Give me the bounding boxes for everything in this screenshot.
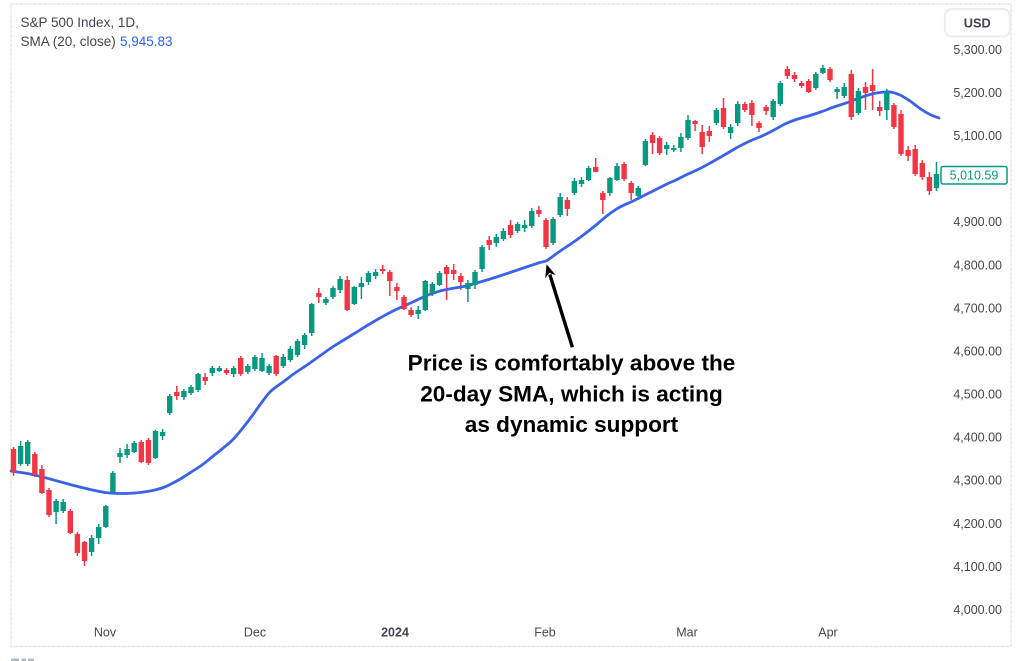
svg-text:4,900.00: 4,900.00 <box>953 215 1002 229</box>
svg-text:Mar: Mar <box>676 626 698 640</box>
svg-text:4,400.00: 4,400.00 <box>953 431 1002 445</box>
svg-text:as dynamic support: as dynamic support <box>465 412 679 437</box>
svg-text:4,100.00: 4,100.00 <box>953 560 1002 574</box>
svg-text:USD: USD <box>964 15 991 30</box>
svg-text:5,945.83: 5,945.83 <box>120 34 173 49</box>
svg-text:4,200.00: 4,200.00 <box>953 517 1002 531</box>
svg-text:Feb: Feb <box>534 626 556 640</box>
svg-text:5,200.00: 5,200.00 <box>953 86 1002 100</box>
svg-text:4,600.00: 4,600.00 <box>953 345 1002 359</box>
svg-text:4,500.00: 4,500.00 <box>953 388 1002 402</box>
svg-text:20-day SMA, which is acting: 20-day SMA, which is acting <box>420 382 723 407</box>
svg-text:2024: 2024 <box>381 626 409 640</box>
svg-text:4,300.00: 4,300.00 <box>953 474 1002 488</box>
svg-text:5,010.59: 5,010.59 <box>950 169 999 183</box>
svg-text:S&P 500 Index, 1D,: S&P 500 Index, 1D, <box>21 15 139 30</box>
svg-text:Apr: Apr <box>818 626 837 640</box>
svg-text:5,300.00: 5,300.00 <box>953 43 1002 57</box>
svg-text:5,100.00: 5,100.00 <box>953 129 1002 143</box>
svg-text:Nov: Nov <box>94 626 117 640</box>
svg-text:Price is comfortably above the: Price is comfortably above the <box>408 351 736 376</box>
svg-text:4,000.00: 4,000.00 <box>953 603 1002 617</box>
svg-text:Dec: Dec <box>244 626 266 640</box>
svg-text:SMA (20, close): SMA (20, close) <box>21 34 116 49</box>
svg-text:4,700.00: 4,700.00 <box>953 301 1002 315</box>
svg-text:4,800.00: 4,800.00 <box>953 258 1002 272</box>
